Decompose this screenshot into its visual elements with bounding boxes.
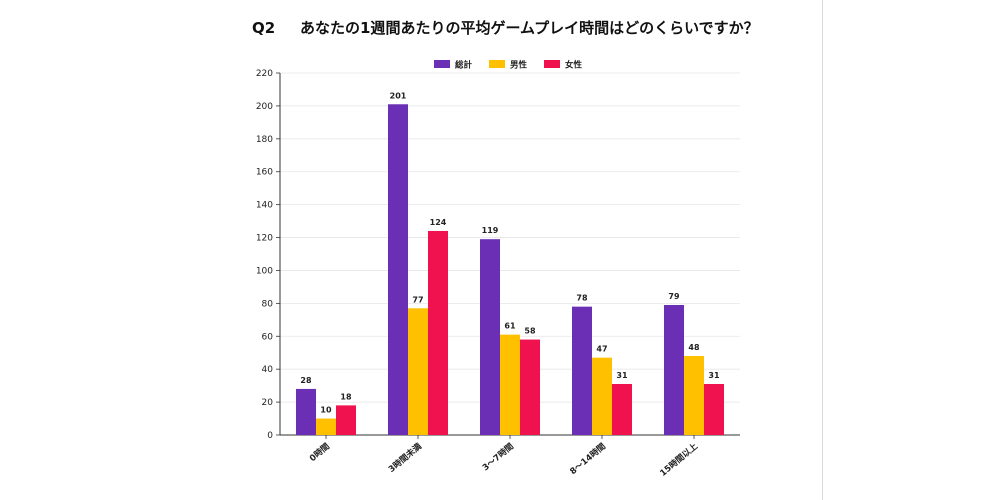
x-category-label: 0時間	[307, 441, 332, 464]
data-label: 201	[390, 91, 407, 100]
bar-4-2	[704, 383, 724, 435]
bar-4-1	[684, 356, 704, 435]
question-text: あなたの1週間あたりの平均ゲームプレイ時間はどのくらいですか？	[300, 19, 759, 37]
y-tick-label: 140	[256, 201, 273, 211]
chart-bars: 28 10 18 201 77 124 119 61 58 78 47 31 79 48 31	[296, 91, 724, 435]
bar-0-2	[336, 405, 356, 435]
x-category-label: 3時間未満	[386, 441, 424, 475]
chart-legend: 総計 男性 女性	[434, 60, 583, 71]
legend-swatch	[434, 60, 450, 68]
question-title: Q2 あなたの1週間あたりの平均ゲームプレイ時間はどのくらいですか？	[252, 17, 759, 38]
y-tick-label: 20	[262, 398, 274, 408]
y-tick-label: 200	[256, 102, 273, 112]
bar-1-2	[428, 230, 448, 435]
x-category-label: 8〜14時間	[568, 441, 608, 477]
y-tick-label: 100	[256, 266, 273, 276]
y-tick-label: 120	[256, 234, 273, 244]
y-tick-label: 60	[262, 332, 274, 342]
data-label: 31	[616, 371, 628, 380]
legend-swatch	[544, 60, 560, 68]
y-tick-label: 160	[256, 168, 273, 178]
bar-3-0	[572, 306, 592, 435]
legend-swatch	[489, 60, 505, 68]
bar-0-1	[316, 418, 336, 435]
data-label: 18	[340, 392, 352, 401]
data-label: 61	[504, 322, 516, 331]
page-divider	[822, 0, 823, 500]
legend-label: 女性	[565, 60, 583, 71]
x-category-label: 3〜7時間	[480, 441, 516, 473]
y-tick-label: 80	[262, 299, 274, 309]
question-number: Q2	[252, 19, 276, 37]
bar-0-0	[296, 388, 316, 435]
data-label: 79	[668, 292, 680, 301]
data-label: 31	[708, 371, 720, 380]
legend-label: 総計	[455, 60, 473, 71]
bar-3-1	[592, 357, 612, 435]
bar-3-2	[612, 383, 632, 435]
data-label: 78	[576, 294, 588, 303]
data-label: 124	[430, 218, 447, 227]
y-tick-label: 0	[267, 431, 273, 441]
bar-2-2	[520, 339, 540, 435]
y-tick-label: 220	[256, 69, 273, 79]
bar-2-1	[500, 334, 520, 435]
data-label: 28	[300, 376, 312, 385]
y-tick-label: 180	[256, 135, 273, 145]
bar-2-0	[480, 239, 500, 435]
bar-1-1	[408, 308, 428, 435]
bar-4-0	[664, 305, 684, 435]
data-label: 47	[596, 345, 607, 354]
x-category-label: 15時間以上	[658, 441, 701, 479]
bar-1-0	[388, 104, 408, 435]
legend-label: 男性	[510, 60, 528, 71]
data-label: 48	[688, 343, 700, 352]
y-tick-label: 40	[262, 365, 274, 375]
data-label: 58	[524, 327, 536, 336]
data-label: 77	[412, 295, 423, 304]
data-label: 119	[482, 226, 499, 235]
data-label: 10	[320, 406, 332, 415]
